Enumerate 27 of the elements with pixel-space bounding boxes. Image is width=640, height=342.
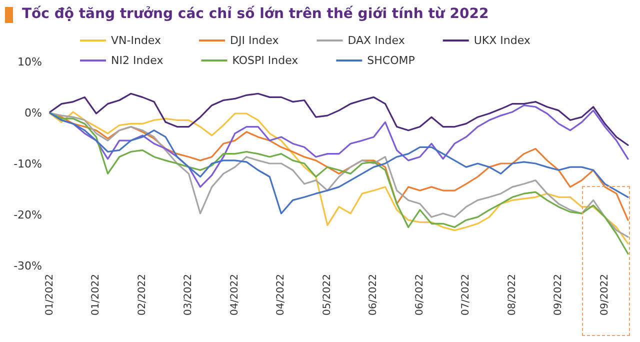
legend-label: SHCOMP — [367, 54, 416, 67]
y-tick-label: -30% — [14, 260, 42, 272]
legend-label: DJI Index — [230, 34, 280, 47]
x-tick-label: 09/2022 — [599, 274, 610, 316]
y-tick-label: 0% — [24, 106, 42, 120]
legend-label: NI2 Index — [111, 54, 164, 67]
x-tick-label: 04/2022 — [229, 274, 240, 316]
x-tick-label: 06/2022 — [368, 274, 380, 316]
y-tick-label: 10% — [18, 56, 42, 68]
legend-label: VN-Index — [111, 34, 162, 47]
x-tick-label: 07/2022 — [460, 274, 472, 316]
x-tick-label: 01/2022 — [44, 274, 56, 316]
x-tick-label: 08/2022 — [506, 274, 518, 316]
x-tick-label: 02/2022 — [136, 274, 148, 316]
legend-label: UKX Index — [474, 34, 531, 47]
legend-label: KOSPI Index — [232, 54, 299, 67]
y-tick-label: -20% — [14, 208, 42, 222]
x-tick-label: 03/2022 — [183, 274, 194, 316]
line-series — [49, 92, 629, 146]
x-tick-label: 06/2022 — [414, 274, 426, 316]
x-tick-label: 01/2022 — [90, 274, 102, 316]
legend-label: DAX Index — [348, 34, 406, 47]
x-tick-label: 05/2022 — [322, 274, 333, 316]
x-tick-label: 04/2022 — [276, 274, 287, 316]
y-tick-label: -10% — [14, 158, 42, 170]
chart-title: Tốc độ tăng trưởng các chỉ số lớn trên thế giới tính từ 2022 — [22, 6, 489, 22]
x-tick-label: 09/2022 — [553, 274, 564, 316]
